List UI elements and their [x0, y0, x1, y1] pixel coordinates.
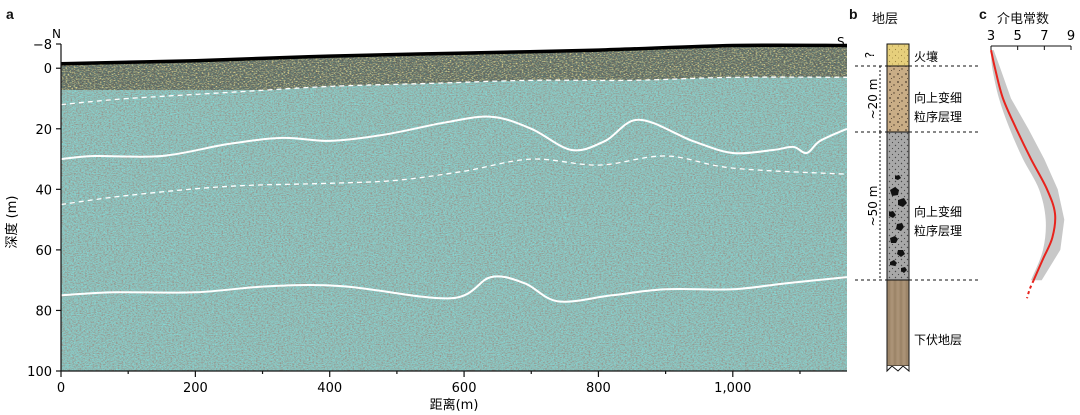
unit-label-topsoil: 火壤: [914, 49, 938, 64]
a-ytick-label: 100: [27, 365, 52, 380]
panel-a-ylabel: 深度 (m): [4, 196, 20, 249]
unit-label-line: 向上变细: [914, 90, 962, 105]
column-base-zigzag: [886, 365, 910, 373]
permittivity-series: [990, 49, 1057, 299]
surface-topography-line: [60, 43, 848, 66]
unit-label-bedrock: 下伏地层: [914, 333, 962, 347]
panel-a-letter: a: [6, 6, 14, 22]
panel-c-letter: c: [979, 6, 987, 22]
panel-b-letter: b: [849, 6, 858, 22]
panel-c-x-ticks: 3 5 7 9: [987, 29, 1075, 50]
a-xtick-label: 400: [317, 381, 342, 396]
horizon-solid-3: [60, 275, 848, 303]
horizon-dashed-2: [60, 155, 848, 206]
unit-label-line: 粒序层理: [914, 109, 962, 124]
unit-label-line: 向上变细: [914, 204, 962, 219]
a-ytick-label: 60: [35, 244, 52, 259]
a-ytick-label: 80: [35, 304, 52, 319]
panel-a-xlabel: 距离(m): [430, 397, 479, 413]
c-xtick-label: 9: [1067, 29, 1075, 44]
radargram-texture-fine: [61, 45, 847, 371]
panel-a-chart: −8 0 20 40 60 80 100 0 200 400 600 800 1,000 N S 深度…: [4, 27, 848, 413]
a-ytick-label: 0: [44, 62, 52, 77]
a-xtick-label: 0: [57, 381, 65, 396]
horizon-lines: [60, 76, 848, 303]
north-label: N: [52, 27, 61, 41]
permittivity-line-dashed: [1026, 279, 1035, 299]
a-xtick-label: 800: [586, 381, 611, 396]
a-ytick-label: 20: [35, 123, 52, 138]
unit-upper-graded: [886, 65, 910, 133]
panel-c-title: 介电常数: [997, 12, 1050, 27]
a-xtick-label: 200: [183, 381, 208, 396]
a-ytick-label: 40: [35, 183, 52, 198]
thickness-label-topsoil: ?: [863, 52, 877, 58]
a-xtick-label: 1,000: [714, 381, 751, 396]
panel-a-y-ticks: −8 0 20 40 60 80 100: [27, 38, 61, 380]
c-xtick-label: 5: [1014, 29, 1022, 44]
unit-label-upper: 向上变细粒序层理: [914, 90, 962, 124]
horizon-solid-1: [60, 115, 848, 161]
permittivity-envelope: [991, 50, 1065, 281]
horizon-dashed-0: [60, 76, 848, 106]
c-xtick-label: 3: [987, 29, 995, 44]
panel-b-title: 地层: [872, 12, 899, 27]
panel-b-column: ? ~20 m ~50 m 火壤 向上变细粒序层理 向上变细粒序层理 下伏地层: [855, 43, 980, 373]
south-label: S: [837, 35, 845, 49]
unit-bedrock: [886, 279, 910, 367]
thickness-label-upper: ~20 m: [866, 79, 880, 120]
a-ytick-label: −8: [33, 38, 52, 53]
unit-label-lower: 向上变细粒序层理: [914, 204, 962, 238]
boulder-symbols: [889, 175, 907, 273]
panel-c-chart: 3 5 7 9: [987, 29, 1075, 299]
panel-a-x-ticks: 0 200 400 600 800 1,000: [57, 371, 801, 396]
a-xtick-label: 600: [452, 381, 477, 396]
permittivity-line-solid: [990, 49, 1057, 281]
unit-topsoil: [886, 43, 910, 67]
thickness-label-lower: ~50 m: [866, 186, 880, 227]
unit-label-line: 粒序层理: [914, 223, 962, 238]
c-xtick-label: 7: [1040, 29, 1048, 44]
unit-lower-graded: [886, 131, 910, 281]
